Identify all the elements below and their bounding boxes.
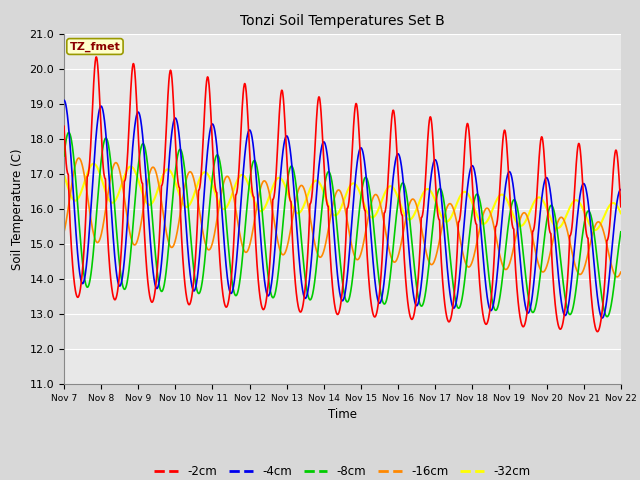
Text: TZ_fmet: TZ_fmet <box>70 41 120 52</box>
X-axis label: Time: Time <box>328 408 357 421</box>
Title: Tonzi Soil Temperatures Set B: Tonzi Soil Temperatures Set B <box>240 14 445 28</box>
Y-axis label: Soil Temperature (C): Soil Temperature (C) <box>11 148 24 270</box>
Legend: -2cm, -4cm, -8cm, -16cm, -32cm: -2cm, -4cm, -8cm, -16cm, -32cm <box>150 461 535 480</box>
